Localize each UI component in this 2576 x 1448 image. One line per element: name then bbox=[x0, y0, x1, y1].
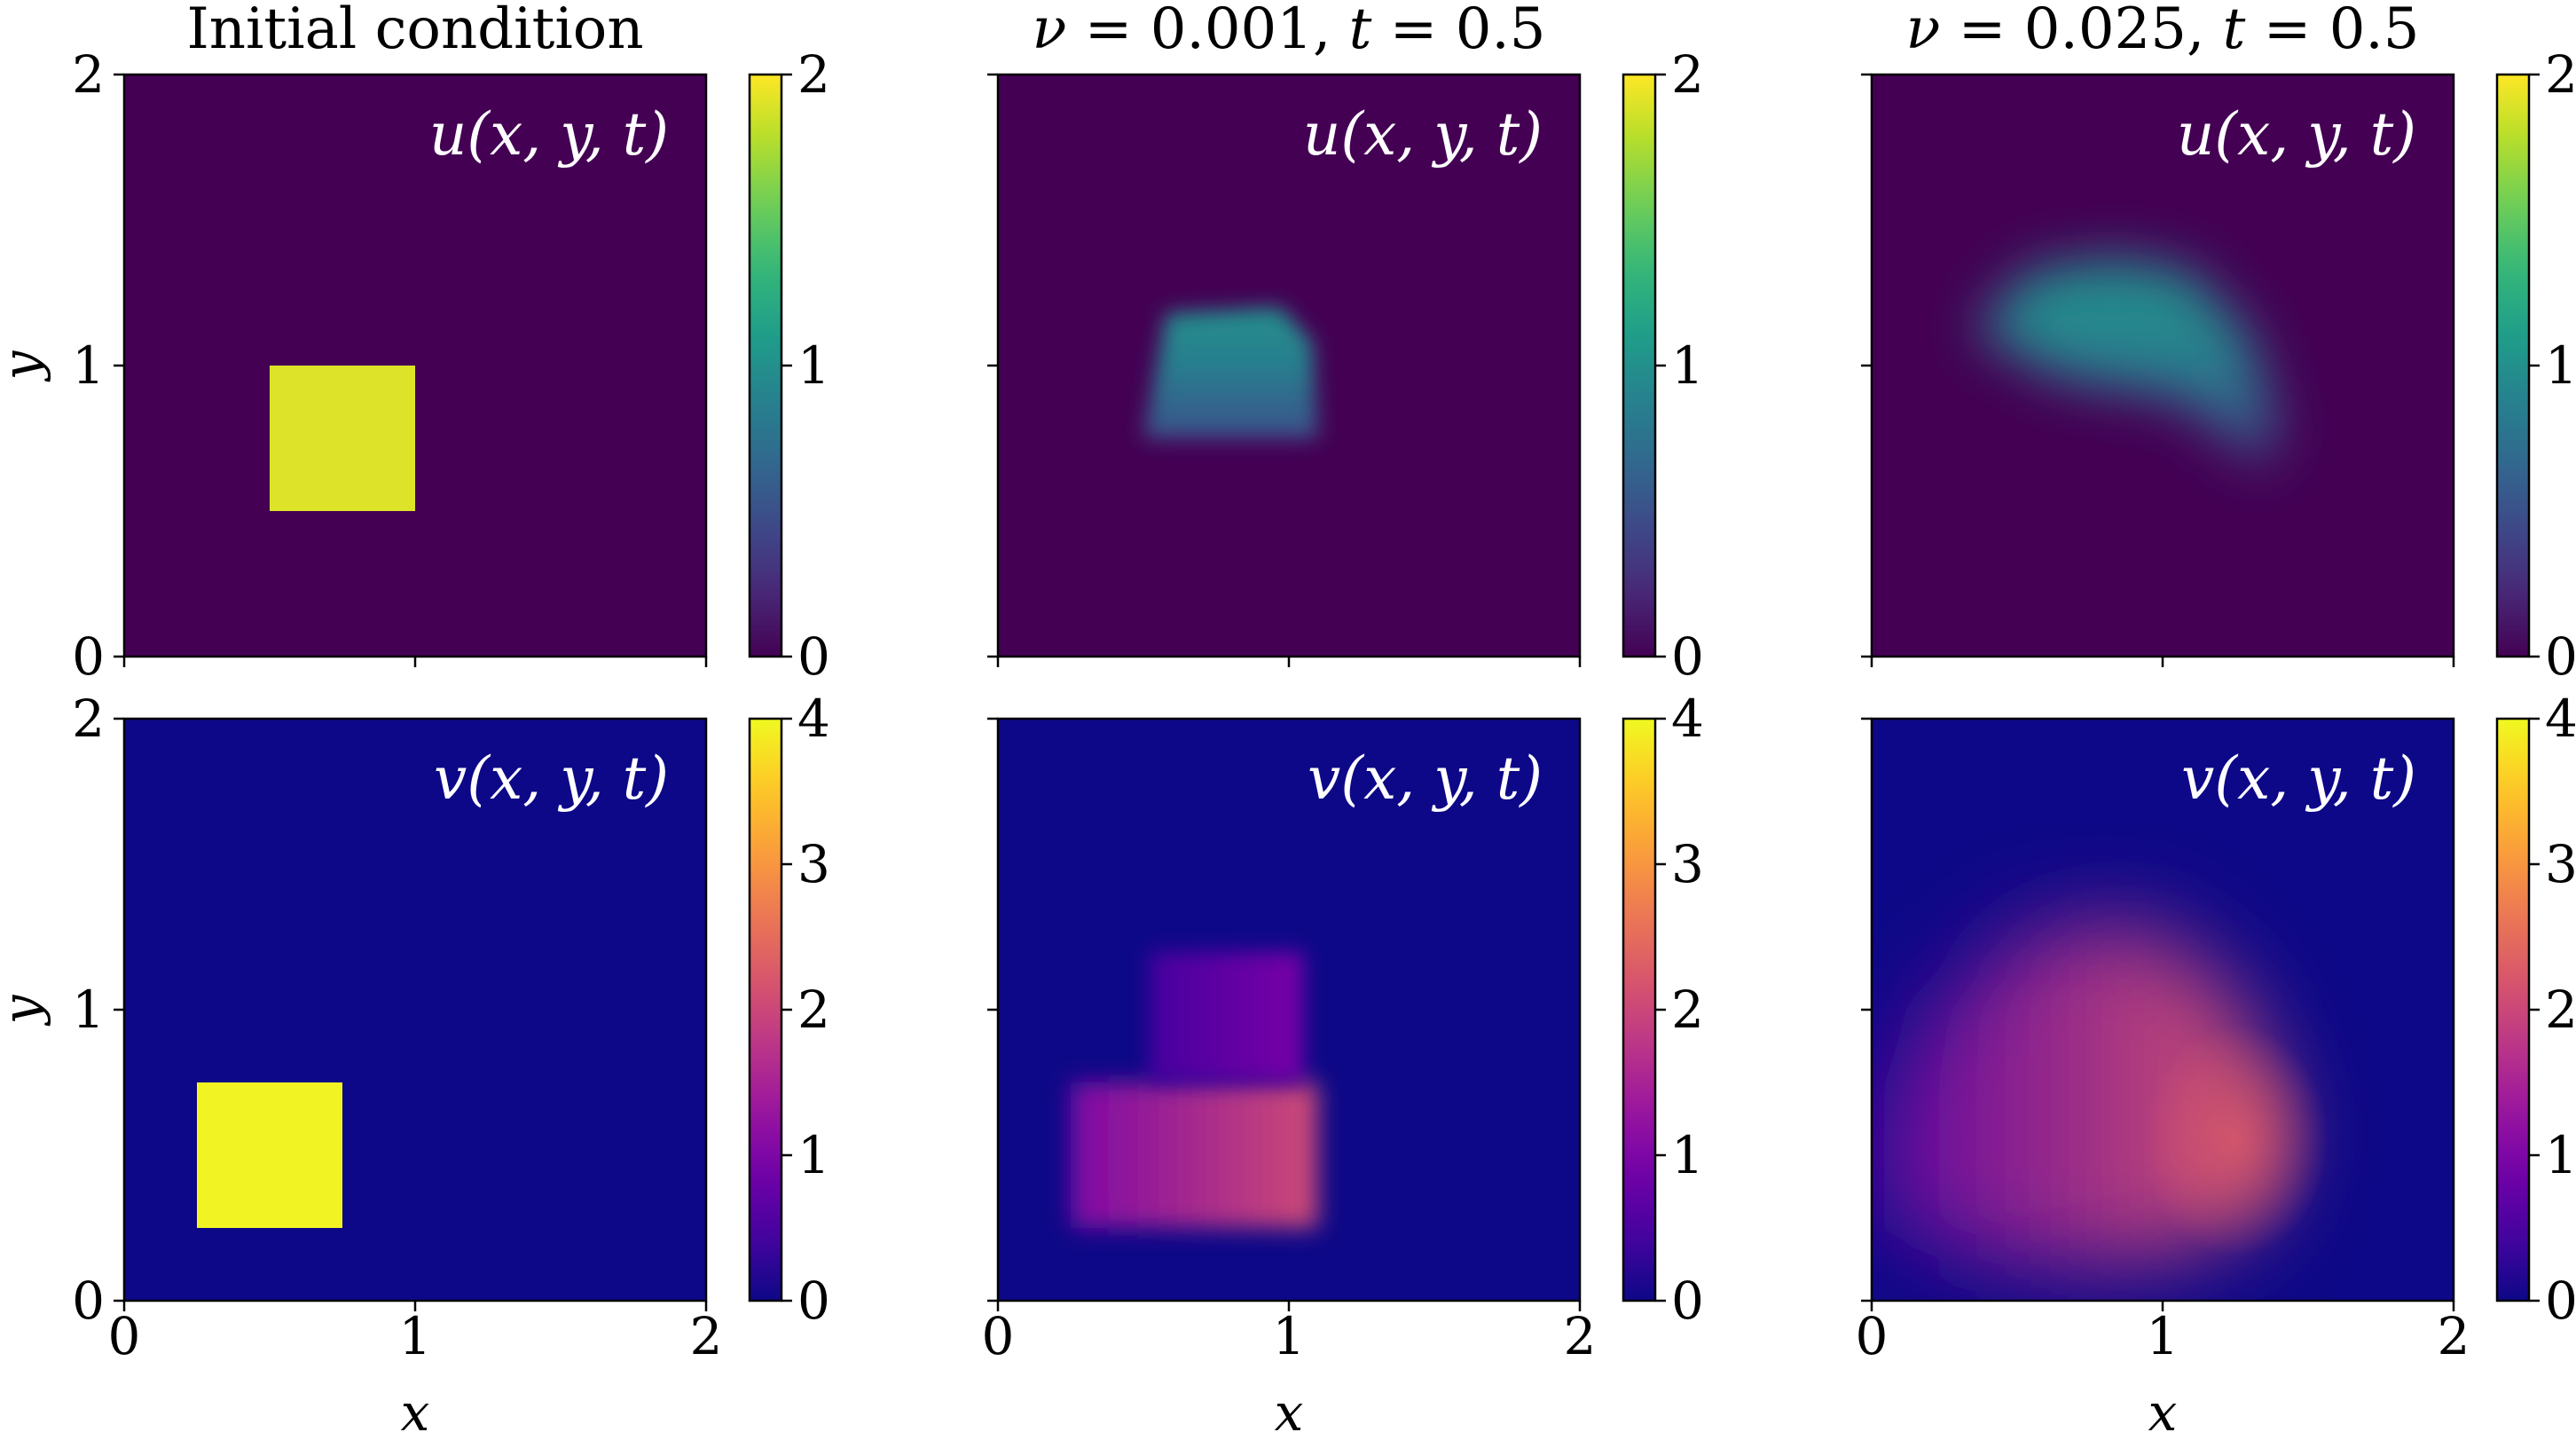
y-tick-label: 1 bbox=[72, 335, 105, 396]
colorbar-tick-label: 0 bbox=[1671, 1271, 1704, 1331]
x-axis-label: x bbox=[401, 1382, 430, 1443]
x-tick-label: 2 bbox=[690, 1306, 723, 1366]
colorbar-gradient bbox=[2495, 717, 2531, 1302]
colorbar-1-1: 0 1 2 3 4 bbox=[1622, 689, 1704, 1331]
field-peak bbox=[2142, 1024, 2329, 1257]
y-tick-label: 2 bbox=[72, 689, 105, 749]
field-label: v(x, y, t) bbox=[1308, 744, 1543, 813]
panel-0-2: u(x, y, t) bbox=[1861, 73, 2455, 667]
x-tick-label: 0 bbox=[1856, 1306, 1889, 1366]
x-axis-label: x bbox=[1275, 1382, 1304, 1443]
colorbar-tick-label: 3 bbox=[1671, 834, 1704, 894]
panel-1-0: 0 1 2 0 1 2 v(x, y, t) bbox=[72, 689, 722, 1366]
column-title-2: ν = 0.025, t = 0.5 bbox=[1906, 0, 2420, 62]
x-tick-label: 0 bbox=[982, 1306, 1015, 1366]
colorbar-0-2: 0 1 2 bbox=[2495, 44, 2576, 687]
colorbar-gradient bbox=[2495, 73, 2531, 658]
field-region bbox=[1071, 1082, 1318, 1228]
colorbar-tick-label: 1 bbox=[1671, 1125, 1704, 1185]
colorbar-tick-label: 3 bbox=[797, 834, 830, 894]
x-tick-label: 0 bbox=[108, 1306, 141, 1366]
field-label: u(x, y, t) bbox=[429, 100, 669, 169]
colorbar-tick-label: 3 bbox=[2545, 834, 2576, 894]
colorbar-tick-label: 0 bbox=[2545, 626, 2576, 687]
colorbar-tick-label: 4 bbox=[2545, 689, 2576, 749]
colorbar-tick-label: 4 bbox=[797, 689, 830, 749]
colorbar-tick-label: 1 bbox=[2545, 1125, 2576, 1185]
colorbar-tick-label: 1 bbox=[797, 335, 830, 396]
y-tick-label: 1 bbox=[72, 980, 105, 1040]
x-tick-label: 1 bbox=[1273, 1306, 1306, 1366]
column-title-0: Initial condition bbox=[186, 0, 643, 62]
colorbar-tick-label: 4 bbox=[1671, 689, 1704, 749]
panel-1-2: 0 1 2 v(x, y, t) bbox=[1856, 717, 2470, 1366]
colorbar-gradient bbox=[1622, 73, 1657, 658]
field-region bbox=[1973, 257, 2280, 468]
x-tick-label: 1 bbox=[399, 1306, 432, 1366]
colorbar-tick-label: 0 bbox=[797, 1271, 830, 1331]
colorbar-tick-label: 2 bbox=[1671, 980, 1704, 1040]
y-tick-label: 0 bbox=[72, 626, 105, 687]
y-tick-label: 2 bbox=[72, 44, 105, 105]
field-region bbox=[1143, 307, 1318, 438]
colorbar-tick-label: 1 bbox=[797, 1125, 830, 1185]
colorbar-tick-label: 1 bbox=[2545, 335, 2576, 396]
colorbar-tick-label: 2 bbox=[2545, 44, 2576, 105]
field-label: v(x, y, t) bbox=[434, 744, 669, 813]
x-tick-label: 2 bbox=[1564, 1306, 1597, 1366]
colorbar-tick-label: 2 bbox=[797, 44, 830, 105]
field-label: u(x, y, t) bbox=[1303, 100, 1543, 169]
colorbar-tick-label: 0 bbox=[797, 626, 830, 687]
colorbar-tick-label: 2 bbox=[2545, 980, 2576, 1040]
colorbar-tick-label: 0 bbox=[1671, 626, 1704, 687]
panel-0-1: u(x, y, t) bbox=[987, 73, 1582, 667]
colorbar-1-0: 0 1 2 3 4 bbox=[748, 689, 830, 1331]
y-axis-label: y bbox=[0, 350, 51, 382]
colorbar-1-2: 0 1 2 3 4 bbox=[2495, 689, 2576, 1331]
x-axis-label: x bbox=[2148, 1382, 2178, 1443]
axis-labels: y y x x x bbox=[0, 350, 2177, 1443]
field-label: v(x, y, t) bbox=[2181, 744, 2416, 813]
colorbar-tick-label: 2 bbox=[1671, 44, 1704, 105]
colorbar-tick-label: 2 bbox=[797, 980, 830, 1040]
field-region bbox=[270, 366, 415, 511]
colorbar-gradient bbox=[748, 73, 783, 658]
panel-1-1: 0 1 2 v(x, y, t) bbox=[982, 717, 1597, 1366]
field-region bbox=[1149, 951, 1304, 1082]
y-axis-label: y bbox=[0, 994, 51, 1027]
field-region bbox=[197, 1082, 342, 1228]
y-tick-label: 0 bbox=[72, 1271, 105, 1331]
x-tick-label: 1 bbox=[2147, 1306, 2179, 1366]
colorbar-gradient bbox=[748, 717, 783, 1302]
colorbar-0-1: 0 1 2 bbox=[1622, 44, 1704, 687]
x-tick-label: 2 bbox=[2438, 1306, 2470, 1366]
column-titles: Initial condition ν = 0.001, t = 0.5 ν = 0… bbox=[186, 0, 2419, 62]
colorbar-0-0: 0 1 2 bbox=[748, 44, 830, 687]
colorbar-gradient bbox=[1622, 717, 1657, 1302]
panel-0-0: 0 1 2 u(x, y, t) bbox=[72, 44, 708, 687]
colorbar-tick-label: 0 bbox=[2545, 1271, 2576, 1331]
colorbar-tick-label: 1 bbox=[1671, 335, 1704, 396]
field-label: u(x, y, t) bbox=[2177, 100, 2416, 169]
column-title-1: ν = 0.001, t = 0.5 bbox=[1033, 0, 1546, 62]
